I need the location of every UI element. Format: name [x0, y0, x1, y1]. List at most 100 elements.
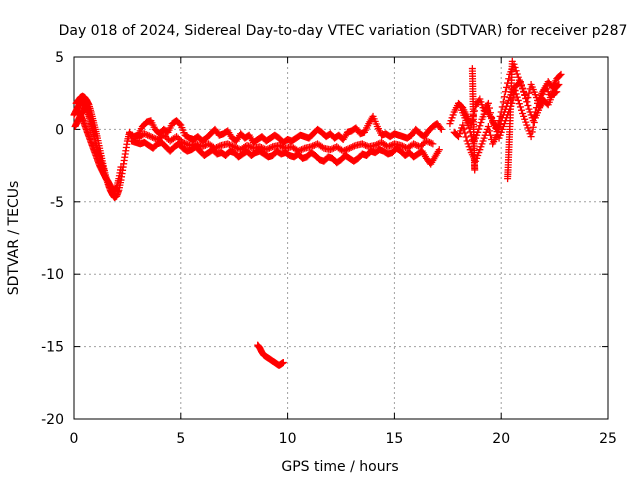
data-point-fill: [525, 89, 533, 97]
y-tick-label: -20: [41, 412, 64, 428]
x-tick-label: 25: [599, 431, 617, 447]
data-point-fill: [426, 138, 434, 146]
data-point-fill: [498, 125, 506, 133]
data-point-fill: [286, 143, 294, 151]
data-point-fill: [296, 146, 304, 154]
data-point-fill: [422, 130, 430, 138]
data-point-fill: [342, 146, 350, 154]
data-point-fill: [523, 98, 531, 106]
data-point-fill: [517, 106, 525, 114]
data-point-fill: [225, 141, 233, 149]
data-point-fill: [477, 119, 485, 127]
data-point-fill: [305, 143, 313, 151]
data-point-fill: [257, 144, 265, 151]
data-point-fill: [278, 143, 286, 151]
data-point-fill: [464, 121, 472, 129]
data-point-fill: [85, 112, 93, 120]
data-point-fill: [229, 142, 237, 150]
grid: [74, 57, 608, 419]
data-point-fill: [90, 129, 98, 137]
data-point-fill: [350, 142, 358, 150]
data-point-fill: [169, 135, 177, 143]
data-point-fill: [460, 125, 468, 133]
x-tick-label: 0: [70, 431, 79, 447]
data-point-fill: [344, 145, 352, 153]
data-point-fill: [364, 122, 372, 130]
data-point-fill: [508, 60, 516, 68]
data-point-fill: [556, 71, 564, 79]
data-point-fill: [279, 359, 287, 367]
data-point-fill: [145, 132, 153, 140]
data-point-fill: [427, 139, 435, 147]
data-point-fill: [163, 134, 171, 142]
data-point: [198, 143, 206, 151]
data-point-fill: [240, 144, 248, 151]
data-point-fill: [500, 93, 508, 101]
data-point-fill: [487, 131, 495, 139]
data-point-fill: [176, 120, 184, 128]
data-point-fill: [195, 141, 203, 149]
data-point-fill: [530, 88, 538, 96]
y-tick-label: 5: [55, 50, 64, 66]
data-point-fill: [95, 151, 103, 159]
data-point-fill: [554, 82, 562, 90]
data-point-fill: [430, 155, 438, 163]
data-point-fill: [175, 119, 183, 127]
data-point-fill: [160, 141, 168, 149]
data-point-fill: [537, 92, 545, 100]
data-point-fill: [360, 141, 368, 149]
series-vertical-spike-1: [468, 65, 479, 174]
y-tick-label: -5: [50, 195, 64, 211]
data-point-fill: [425, 157, 433, 165]
data-point-fill: [468, 116, 476, 124]
data-point-fill: [519, 84, 527, 92]
data-point-fill: [411, 141, 419, 149]
data-point-fill: [514, 80, 522, 88]
data-point-fill: [232, 144, 240, 151]
data-points: [70, 57, 565, 369]
chart-title: Day 018 of 2024, Sidereal Day-to-day VTE…: [59, 23, 628, 39]
data-point-fill: [515, 100, 523, 108]
data-point-fill: [317, 142, 325, 150]
axis-ticks: 0 5 10 15 20 25 5 0 -5 -10 -15 -20: [41, 50, 617, 447]
data-point: [230, 143, 238, 151]
data-point-fill: [291, 145, 299, 153]
data-point-fill: [264, 145, 272, 153]
data-point-fill: [511, 63, 519, 71]
data-point-fill: [517, 81, 525, 89]
data-point-fill: [398, 142, 406, 150]
series-arc-d: [71, 102, 98, 139]
data-point-fill: [503, 83, 511, 91]
data-point-fill: [99, 164, 107, 172]
data-point-fill: [485, 127, 493, 135]
data-point-fill: [485, 111, 493, 119]
series-daytime-band-upper: [126, 112, 445, 146]
data-point-fill: [406, 142, 414, 150]
data-point-fill: [553, 83, 561, 91]
data-point-fill: [307, 132, 315, 140]
x-tick-label: 5: [176, 431, 185, 447]
data-point-fill: [462, 133, 470, 141]
data-point-fill: [493, 128, 501, 136]
data-point-fill: [522, 118, 530, 126]
data-point-fill: [114, 177, 122, 185]
data-point-fill: [479, 137, 487, 145]
data-point-fill: [471, 164, 479, 172]
series-daytime-band-lower: [128, 137, 443, 168]
data-point-fill: [209, 128, 217, 136]
data-point-fill: [200, 142, 208, 150]
data-point-fill: [522, 94, 530, 102]
data-point-fill: [116, 166, 124, 174]
data-point-fill: [137, 132, 145, 140]
x-axis-title: GPS time / hours: [281, 459, 398, 475]
data-point-fill: [265, 144, 273, 152]
data-point-fill: [93, 144, 101, 151]
data-point-fill: [277, 142, 285, 150]
data-point-fill: [142, 130, 150, 138]
series-negative-arc: [254, 341, 287, 369]
data-point-fill: [452, 130, 460, 138]
y-tick-label: -10: [41, 267, 64, 283]
data-point-fill: [370, 142, 378, 150]
series-daytime-band-middle: [134, 130, 437, 155]
